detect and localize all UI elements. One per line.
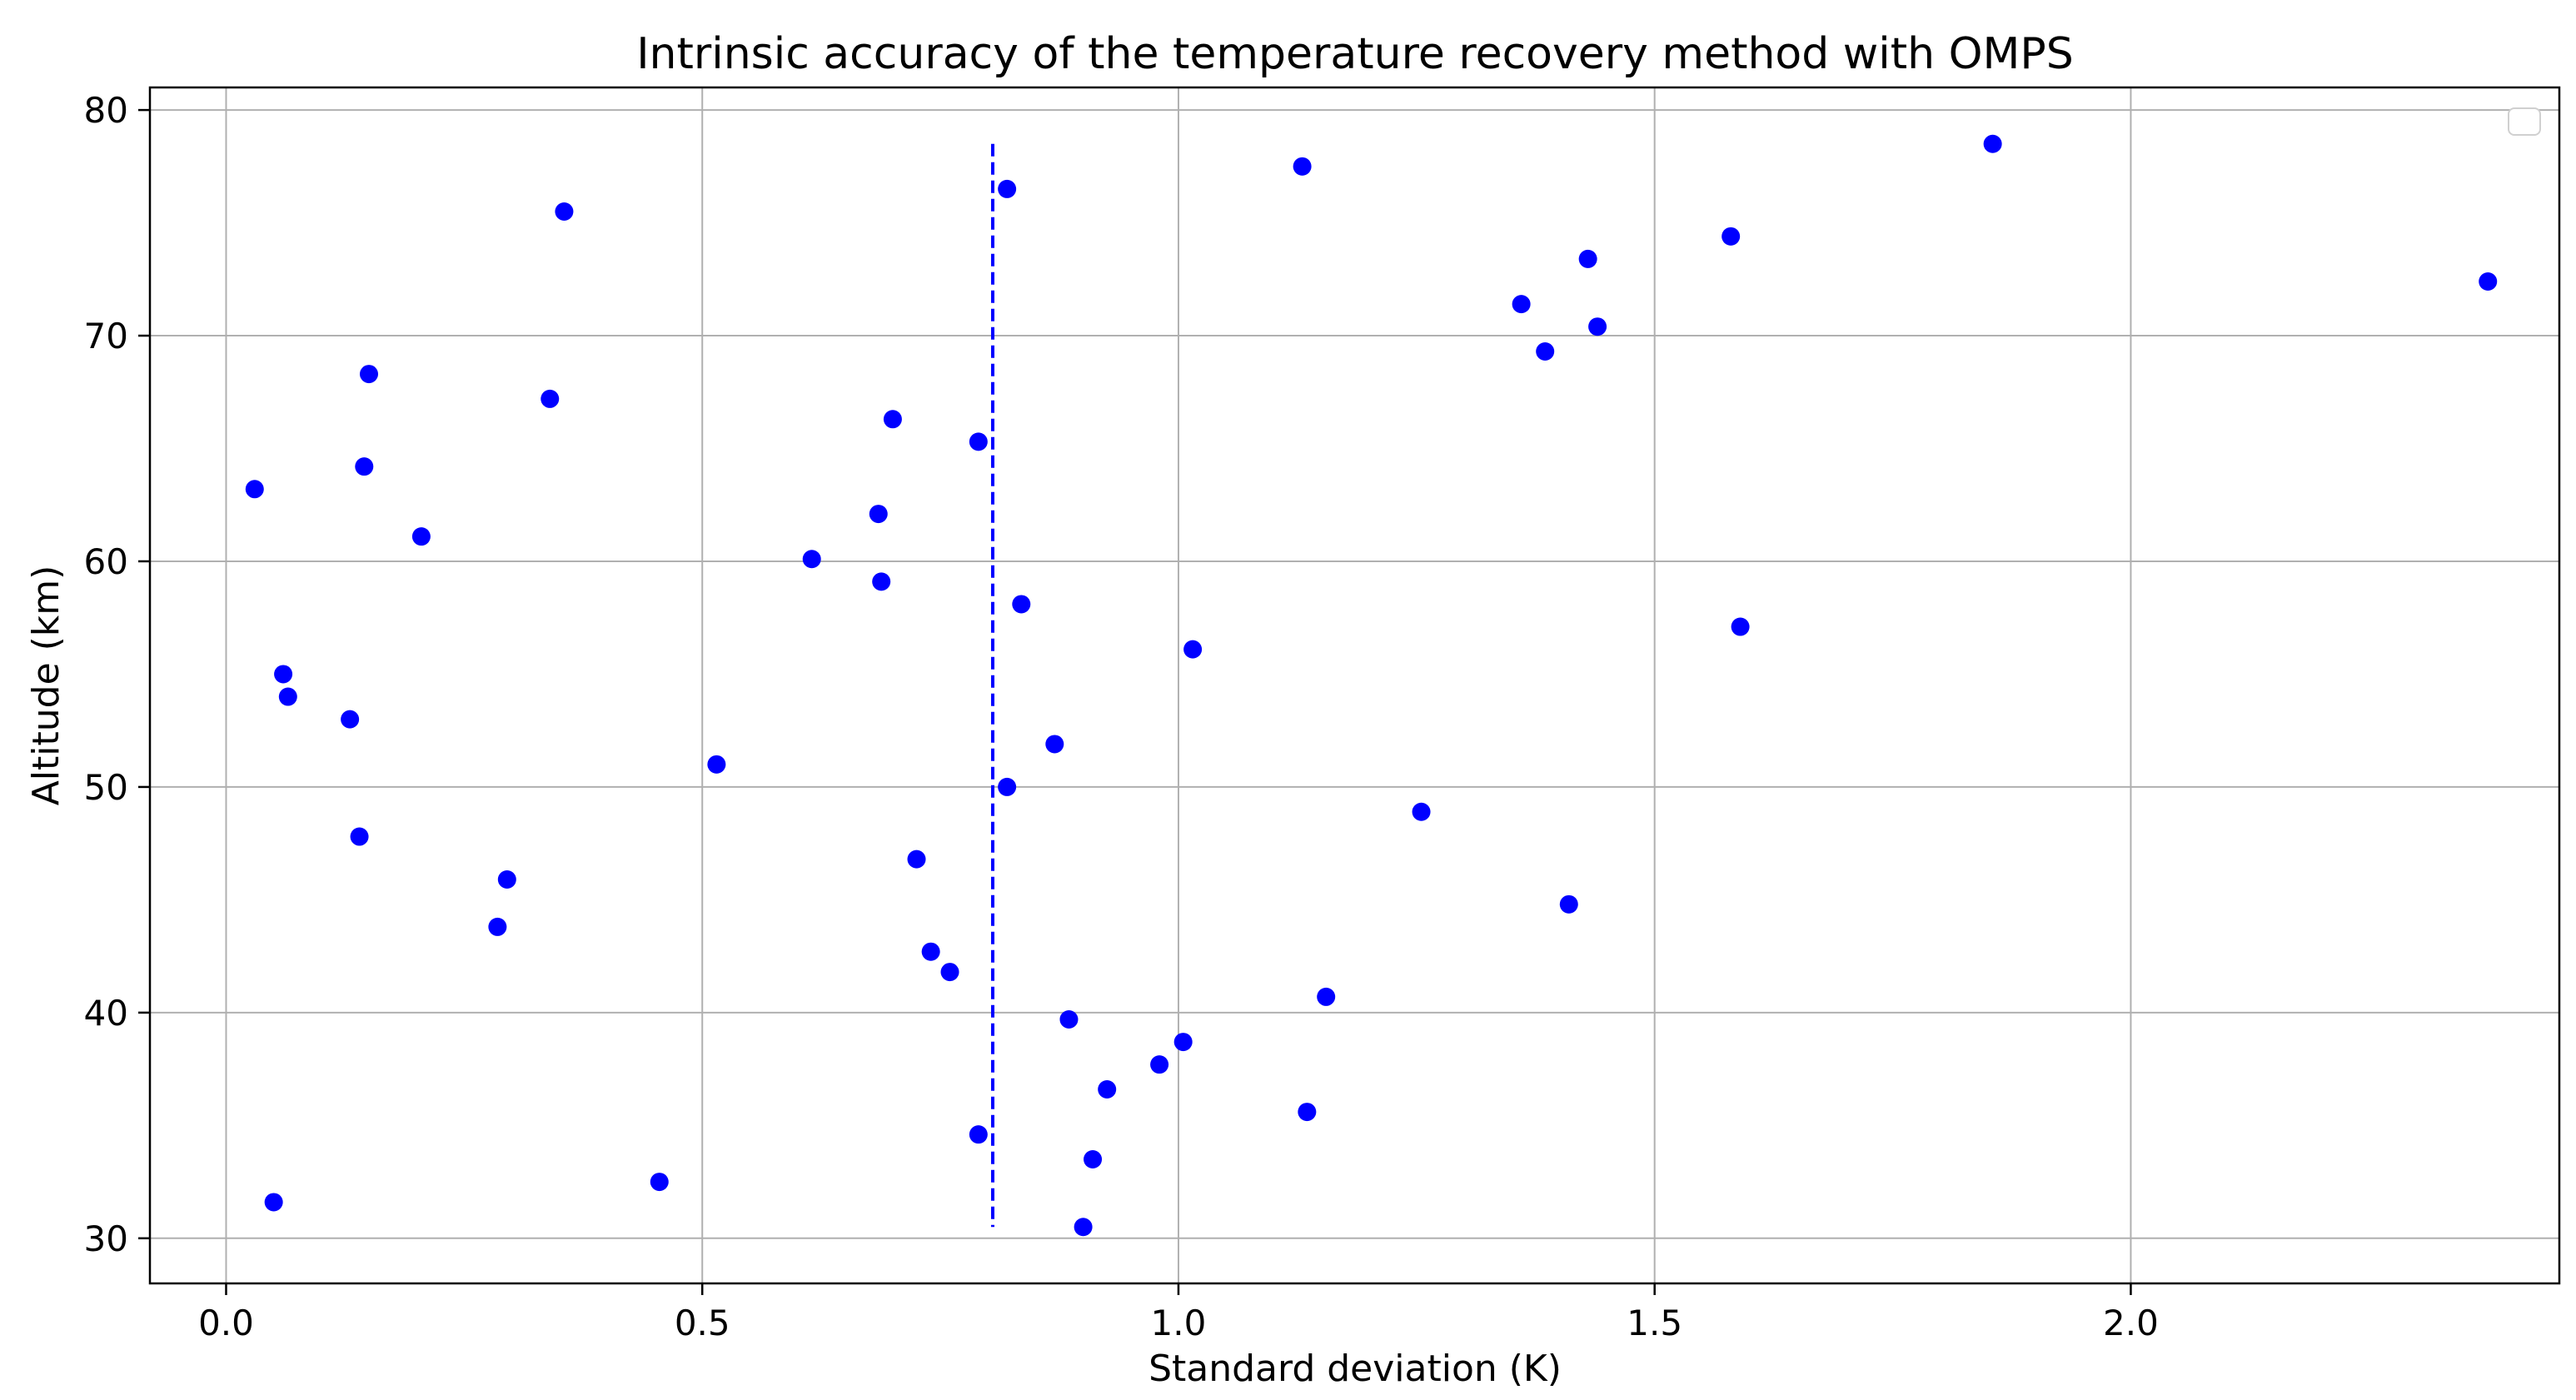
data-point [802,550,821,569]
data-point [1578,249,1597,268]
data-point [650,1173,669,1192]
data-point [1559,894,1578,914]
data-point [555,202,574,222]
data-point [350,827,369,846]
data-point [1150,1055,1169,1074]
y-tick-label: 60 [84,541,128,582]
data-point [1317,987,1336,1006]
data-point [1098,1079,1117,1099]
plot-area-frame [148,86,2561,1285]
data-point [278,687,297,706]
data-point [1983,134,2002,153]
data-point [1588,317,1607,336]
x-axis-label: Standard deviation (K) [1148,1348,1562,1390]
x-tick-label: 0.5 [675,1303,730,1343]
data-point [1412,802,1431,821]
data-point [245,480,264,499]
data-point [341,710,360,729]
data-point [1512,295,1531,314]
data-point [1045,735,1064,754]
x-tick-label: 1.5 [1627,1303,1682,1343]
data-point [541,389,560,408]
data-point [1084,1149,1103,1168]
x-tick-label: 0.0 [198,1303,254,1343]
data-point [1731,617,1750,636]
data-point [921,942,940,961]
grid [150,87,2559,1283]
data-point [998,777,1017,796]
y-tick-label: 40 [84,993,128,1034]
data-point [1293,157,1312,176]
chart-title: Intrinsic accuracy of the temperature re… [636,29,2074,79]
data-point [1298,1103,1317,1122]
x-tick-label: 2.0 [2103,1303,2159,1343]
data-point [1721,227,1741,246]
data-point [1536,342,1555,361]
data-point [355,457,374,476]
data-point [1059,1009,1079,1029]
data-point [969,1125,988,1144]
data-point [869,505,888,524]
data-point [1012,595,1031,614]
data-point [1173,1033,1193,1052]
y-tick-label: 50 [84,767,128,808]
data-point [264,1193,283,1212]
data-point [707,755,726,774]
data-point [1074,1218,1093,1237]
data-points [245,134,2498,1237]
y-tick-label: 30 [84,1218,128,1259]
data-point [2479,272,2498,291]
data-point [360,365,378,384]
y-axis-label: Altitude (km) [25,565,67,806]
data-point [488,917,507,936]
y-tick-label: 70 [84,316,128,356]
data-point [907,849,926,869]
data-point [274,665,293,684]
data-point [411,527,431,546]
data-point [497,870,516,889]
x-tick-label: 1.0 [1151,1303,1207,1343]
data-point [969,432,988,451]
data-point [872,572,891,591]
data-point [1183,640,1203,659]
data-point [940,963,959,982]
data-point [883,410,902,429]
x-axis-ticks: 0.0 0.5 1.0 1.5 2.0 [198,1283,2159,1343]
data-point [998,179,1017,198]
y-axis-ticks: 30 40 50 60 70 80 [84,90,150,1259]
legend-box [2508,107,2541,136]
y-tick-label: 80 [84,90,128,131]
